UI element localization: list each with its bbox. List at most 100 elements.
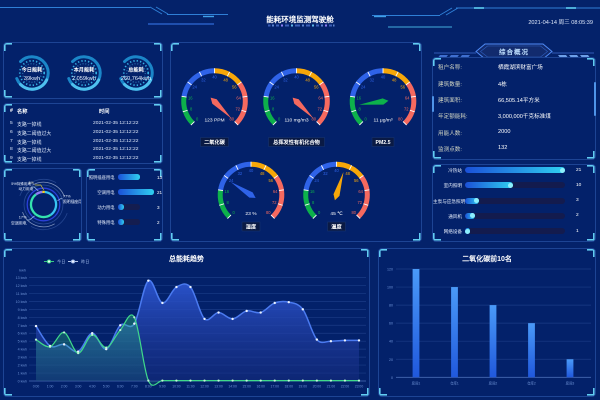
svg-text:24: 24 [229, 178, 234, 183]
svg-text:1:00: 1:00 [47, 384, 54, 388]
svg-text:20: 20 [389, 358, 393, 362]
svg-text:16: 16 [270, 95, 275, 100]
svg-text:今日能耗: 今日能耗 [22, 66, 44, 74]
svg-text:11:00: 11:00 [186, 384, 194, 388]
svg-text:22:00: 22:00 [341, 384, 350, 388]
svg-text:综合概况: 综合概况 [499, 47, 529, 56]
svg-text:19:00: 19:00 [299, 384, 308, 388]
svg-text:8:00: 8:00 [145, 384, 152, 388]
svg-text:24: 24 [314, 178, 319, 183]
svg-text:32: 32 [283, 77, 288, 82]
svg-text:16: 16 [310, 189, 315, 194]
svg-text:房间3: 房间3 [566, 380, 575, 385]
svg-text:80: 80 [266, 210, 271, 215]
svg-text:56: 56 [232, 85, 237, 90]
svg-text:20:00: 20:00 [313, 384, 322, 388]
svg-text:39kwh: 39kwh [24, 76, 40, 82]
svg-text:0: 0 [391, 376, 393, 380]
svg-text:2 kwh: 2 kwh [18, 364, 27, 368]
svg-text:8: 8 [190, 107, 193, 112]
svg-text:二氧化碳: 二氧化碳 [204, 138, 226, 146]
svg-text:72: 72 [318, 107, 323, 112]
svg-text:24: 24 [274, 85, 279, 90]
svg-text:9 kwh: 9 kwh [18, 308, 27, 312]
svg-text:64: 64 [318, 95, 323, 100]
svg-text:21:00: 21:00 [327, 384, 336, 388]
svg-text:8: 8 [227, 200, 230, 205]
svg-text:260,764kwh: 260,764kwh [121, 76, 151, 82]
svg-text:温度: 温度 [331, 223, 342, 231]
svg-text:56: 56 [401, 85, 406, 90]
svg-text:6:00: 6:00 [117, 384, 124, 388]
svg-text:4 kwh: 4 kwh [18, 348, 27, 352]
svg-text:45 ℃: 45 ℃ [330, 211, 343, 217]
svg-text:56: 56 [314, 85, 319, 90]
svg-text:56: 56 [269, 178, 274, 183]
svg-text:56: 56 [354, 178, 359, 183]
svg-text:16:00: 16:00 [256, 384, 265, 388]
svg-text:8: 8 [359, 107, 362, 112]
svg-text:0 kwh: 0 kwh [18, 380, 27, 384]
svg-text:0: 0 [233, 210, 236, 215]
svg-text:40: 40 [381, 75, 386, 80]
svg-text:48: 48 [223, 77, 228, 82]
svg-text:100: 100 [387, 286, 393, 290]
svg-text:10:00: 10:00 [172, 384, 181, 388]
svg-text:72: 72 [236, 107, 241, 112]
svg-text:48: 48 [260, 171, 265, 176]
svg-text:9:00: 9:00 [159, 384, 166, 388]
svg-text:仓库1: 仓库1 [450, 380, 459, 385]
svg-text:2,059kwh: 2,059kwh [72, 76, 96, 82]
svg-text:8: 8 [272, 107, 275, 112]
svg-text:1 kwh: 1 kwh [18, 372, 27, 376]
svg-text:本月能耗: 本月能耗 [74, 66, 96, 74]
svg-text:今日: 今日 [57, 258, 65, 265]
svg-text:80: 80 [230, 116, 235, 121]
svg-text:2:00: 2:00 [61, 384, 68, 388]
svg-text:1%: 1% [28, 181, 34, 185]
svg-text:40: 40 [389, 340, 393, 344]
svg-text:5%特殊用电: 5%特殊用电 [11, 181, 31, 186]
svg-text:6 kwh: 6 kwh [18, 332, 27, 336]
svg-text:0: 0 [196, 116, 199, 121]
svg-text:3 kwh: 3 kwh [18, 356, 27, 360]
svg-text:房间2: 房间2 [489, 380, 498, 385]
svg-text:64: 64 [405, 95, 410, 100]
svg-text:40: 40 [294, 75, 299, 80]
svg-text:40: 40 [334, 168, 339, 173]
svg-text:32: 32 [201, 77, 206, 82]
svg-text:3:00: 3:00 [75, 384, 82, 388]
svg-text:64: 64 [273, 189, 278, 194]
svg-text:总挥发性有机化合物: 总挥发性有机化合物 [273, 138, 321, 146]
svg-text:0:00: 0:00 [33, 384, 40, 388]
svg-text:120: 120 [387, 268, 393, 272]
svg-text:12:00: 12:00 [200, 384, 209, 388]
svg-text:72: 72 [358, 200, 363, 205]
svg-text:48: 48 [305, 77, 310, 82]
svg-text:32: 32 [323, 171, 328, 176]
svg-text:23 %: 23 % [245, 211, 257, 217]
svg-text:23:00: 23:00 [355, 384, 364, 388]
svg-text:13:00: 13:00 [214, 384, 223, 388]
svg-text:昨日: 昨日 [81, 258, 89, 265]
svg-text:12 kwh: 12 kwh [16, 284, 27, 288]
svg-text:32: 32 [370, 77, 375, 82]
svg-text:18:00: 18:00 [285, 384, 294, 388]
svg-text:动力用电: 动力用电 [19, 186, 34, 191]
svg-text:16: 16 [357, 95, 362, 100]
svg-text:0: 0 [318, 210, 321, 215]
svg-text:7:00: 7:00 [131, 384, 138, 388]
svg-text:77%: 77% [63, 194, 71, 198]
svg-text:13 kwh: 13 kwh [16, 276, 27, 280]
svg-text:14:00: 14:00 [228, 384, 237, 388]
svg-text:8 kwh: 8 kwh [18, 316, 27, 320]
svg-text:kwh: kwh [19, 269, 26, 273]
svg-text:5 kwh: 5 kwh [18, 340, 27, 344]
svg-text:16: 16 [225, 189, 230, 194]
svg-text:64: 64 [358, 189, 363, 194]
svg-text:110 mg/m3: 110 mg/m3 [284, 118, 308, 124]
svg-text:11 kwh: 11 kwh [16, 292, 27, 296]
svg-text:72: 72 [404, 107, 409, 112]
svg-text:48: 48 [392, 77, 397, 82]
svg-text:24: 24 [361, 85, 366, 90]
